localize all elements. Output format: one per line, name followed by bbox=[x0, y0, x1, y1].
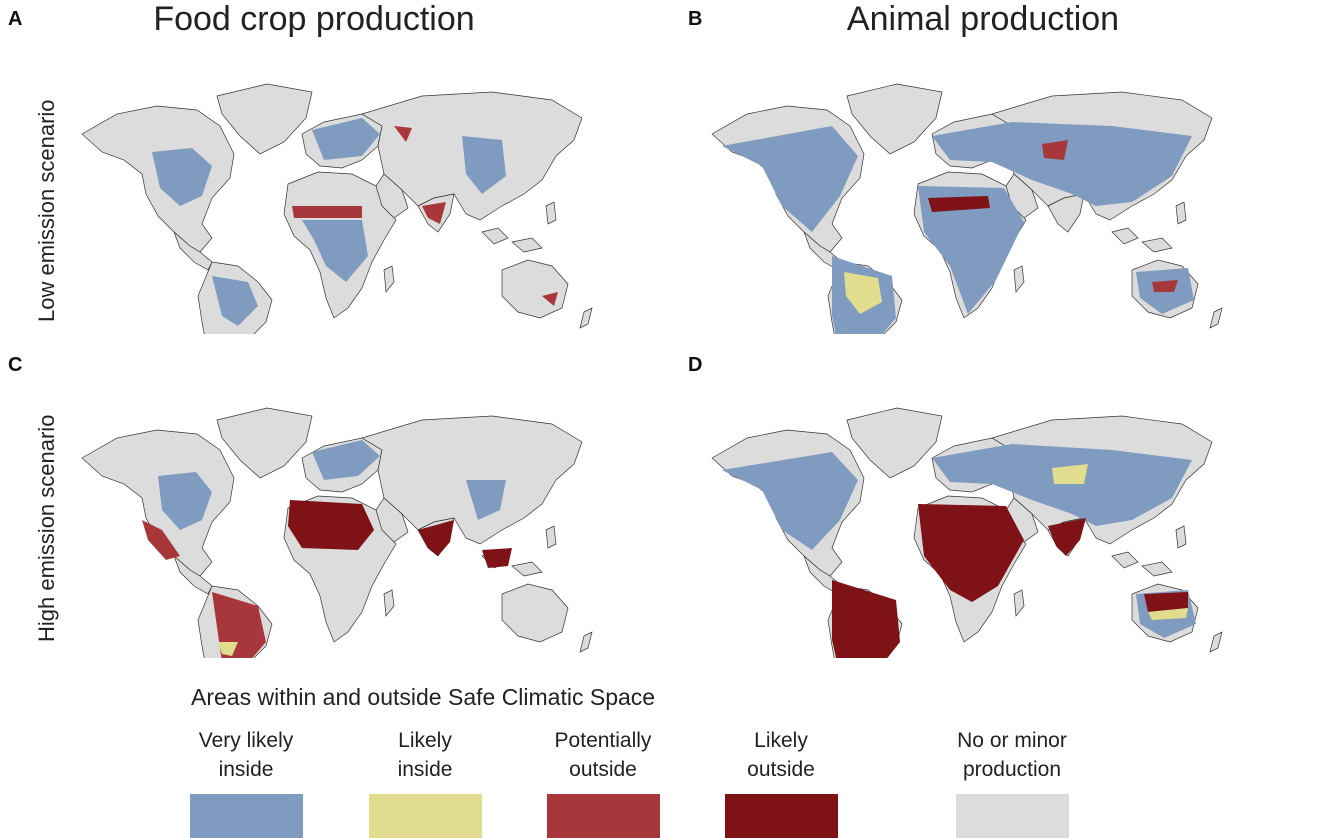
map-c-overlay bbox=[142, 440, 512, 658]
legend-swatch bbox=[189, 794, 303, 838]
legend-swatch bbox=[724, 794, 838, 838]
legend-label-line2: outside bbox=[747, 758, 815, 781]
column-title-animal: Animal production bbox=[846, 0, 1120, 38]
legend-item-likely-inside: Likely inside bbox=[350, 726, 500, 838]
legend-label: Very likely inside bbox=[171, 726, 321, 786]
legend-label-line1: Potentially bbox=[554, 729, 652, 752]
legend-label-line1: No or minor bbox=[957, 729, 1067, 752]
legend-label-line1: Very likely bbox=[198, 729, 294, 752]
legend-swatch bbox=[368, 794, 482, 838]
panel-letter-b: B bbox=[688, 8, 703, 30]
legend-label-line2: inside bbox=[397, 758, 453, 781]
legend-item-potentially-outside: Potentially outside bbox=[528, 726, 678, 838]
row-label-high-emission: High emission scenario bbox=[34, 414, 59, 642]
legend-label: Likely inside bbox=[350, 726, 500, 786]
row-label-low-emission: Low emission scenario bbox=[34, 99, 59, 322]
map-b-overlay bbox=[722, 122, 1194, 334]
legend-label: Likely outside bbox=[706, 726, 856, 786]
map-a-overlay bbox=[152, 118, 558, 326]
legend-item-likely-outside: Likely outside bbox=[706, 726, 856, 838]
legend-label-line1: Likely bbox=[398, 729, 452, 752]
legend-label-line2: outside bbox=[569, 758, 637, 781]
map-animal-high-emission bbox=[711, 407, 1223, 658]
column-title-food-crop: Food crop production bbox=[153, 0, 475, 38]
map-food-crop-high-emission bbox=[81, 407, 593, 658]
legend-item-no-or-minor-production: No or minor production bbox=[937, 726, 1087, 838]
legend-label-line2: production bbox=[962, 758, 1062, 781]
legend-label-line2: inside bbox=[218, 758, 274, 781]
legend-swatch bbox=[546, 794, 660, 838]
map-food-crop-low-emission bbox=[81, 83, 593, 334]
legend-swatch bbox=[955, 794, 1069, 838]
panel-letter-d: D bbox=[688, 354, 703, 376]
legend-label: Potentially outside bbox=[528, 726, 678, 786]
legend-title: Areas within and outside Safe Climatic S… bbox=[191, 684, 656, 710]
map-animal-low-emission bbox=[711, 83, 1223, 334]
map-d-overlay bbox=[722, 444, 1196, 658]
legend-label-line1: Likely bbox=[754, 729, 808, 752]
panel-letter-c: C bbox=[8, 354, 23, 376]
panel-letter-a: A bbox=[8, 8, 23, 30]
legend-item-very-likely-inside: Very likely inside bbox=[171, 726, 321, 838]
legend-label: No or minor production bbox=[937, 726, 1087, 786]
